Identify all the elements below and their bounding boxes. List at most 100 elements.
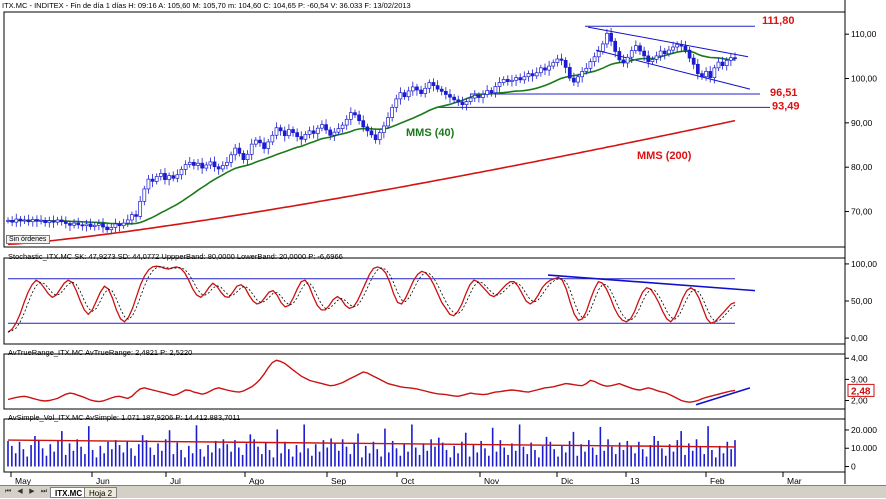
candle-body: [452, 96, 456, 101]
candle-body: [22, 219, 27, 222]
candle-body: [629, 50, 634, 58]
candle-body: [382, 125, 386, 133]
orders-chip[interactable]: Sin órdenes: [6, 235, 50, 244]
candle-body: [171, 175, 176, 179]
candle-body: [733, 57, 737, 60]
candle-body: [43, 220, 48, 223]
candle-body: [402, 92, 407, 98]
candle-body: [357, 114, 361, 121]
panel-frame-stoch: [3, 257, 846, 345]
candle-body: [493, 86, 498, 94]
candle-body: [658, 50, 663, 57]
candle-body: [270, 134, 275, 143]
candle-body: [695, 63, 700, 74]
candle-body: [340, 124, 345, 129]
candle-body: [439, 88, 444, 92]
candle-body: [282, 130, 287, 137]
candle-body: [353, 112, 357, 116]
candle-body: [138, 200, 143, 217]
stoch-ytick-label: 100,00: [851, 259, 877, 269]
sheet-tab-bar: ⏮ ◀ ▶ ⏭ ITX.MC Hoja 2: [0, 485, 886, 498]
xtick-label: Mar: [787, 476, 802, 486]
candle-body: [175, 174, 180, 179]
candle-body: [76, 222, 81, 226]
candle-body: [514, 77, 518, 81]
candle-body: [10, 220, 14, 223]
candle-body: [584, 67, 589, 72]
atr-ytick-label: 4,00: [851, 353, 868, 363]
candle-body: [460, 101, 465, 106]
atr-panel-title: AvTrueRange_ITX.MC AvTrueRange: 2,4821 P…: [8, 348, 193, 357]
candle-body: [501, 79, 506, 83]
candle-body: [216, 166, 221, 170]
candle-body: [109, 227, 114, 231]
candle-body: [505, 79, 510, 82]
candle-body: [373, 134, 378, 141]
candle-body: [444, 91, 448, 95]
candle-body: [390, 106, 395, 118]
next-sheet-icon[interactable]: ▶: [29, 488, 35, 495]
candle-body: [567, 67, 572, 79]
candle-body: [142, 188, 147, 202]
xtick-label: Nov: [484, 476, 500, 486]
candle-body: [291, 129, 295, 133]
tab-hoja-2[interactable]: Hoja 2: [84, 487, 118, 498]
last-sheet-icon[interactable]: ⏭: [40, 488, 48, 495]
candle-body: [427, 82, 432, 89]
channel-lower-line: [595, 49, 751, 90]
candle-body: [92, 224, 97, 227]
level-label: 96,51: [770, 87, 798, 99]
candle-body: [167, 175, 171, 180]
atr-value-box: [847, 383, 875, 397]
candle-body: [518, 77, 523, 81]
price-ytick-label: 110,00: [851, 29, 877, 39]
candle-body: [464, 101, 469, 106]
candle-body: [105, 226, 109, 231]
price-ytick-label: 80,00: [851, 162, 873, 172]
stoch-d-line: [7, 266, 736, 333]
candle-body: [101, 223, 105, 228]
candle-body: [716, 61, 721, 69]
stoch-ytick-label: 0,00: [851, 333, 868, 343]
candle-body: [468, 97, 473, 102]
candle-body: [307, 130, 312, 135]
ma200-line: [7, 119, 736, 246]
candle-body: [348, 112, 353, 120]
candle-body: [609, 32, 613, 42]
candle-body: [563, 59, 568, 68]
candle-body: [572, 77, 576, 83]
candle-body: [163, 173, 167, 180]
candle-body: [68, 223, 72, 226]
candle-body: [720, 61, 725, 67]
candle-body: [551, 62, 556, 67]
candle-body: [121, 222, 126, 227]
candle-body: [55, 219, 60, 223]
atr-value-label: 2,48: [851, 386, 871, 397]
vol-ytick-label: 0: [851, 462, 856, 472]
candle-body: [344, 118, 349, 126]
candle-body: [365, 126, 370, 132]
candle-body: [600, 43, 605, 52]
candle-body: [311, 130, 316, 134]
candle-body: [113, 223, 118, 228]
vol-ytick-label: 20.000: [851, 425, 877, 435]
first-sheet-icon[interactable]: ⏮: [4, 488, 12, 495]
candle-body: [258, 139, 262, 144]
xtick-label: Jul: [170, 476, 181, 486]
prev-sheet-icon[interactable]: ◀: [17, 488, 23, 495]
candle-body: [237, 147, 242, 154]
candle-body: [654, 55, 659, 60]
volume-panel-title: AvSimple_Vol_ITX.MC AvSimple: 1.071.187,…: [8, 413, 241, 422]
candle-body: [130, 214, 134, 221]
candle-body: [679, 44, 684, 47]
candle-body: [245, 153, 250, 161]
candle-body: [274, 127, 279, 136]
candle-body: [88, 223, 93, 227]
candle-body: [646, 55, 651, 63]
candle-body: [634, 45, 638, 51]
panel-frame-price: [3, 11, 846, 248]
candle-body: [303, 134, 308, 140]
candle-body: [588, 61, 593, 69]
tab-itx-mc[interactable]: ITX.MC: [50, 487, 88, 498]
